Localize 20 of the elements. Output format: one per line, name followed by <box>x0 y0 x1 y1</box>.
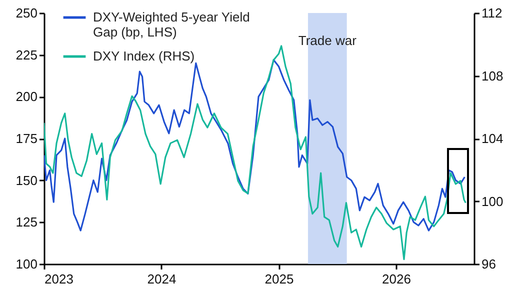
band-label: Trade war <box>298 33 358 48</box>
y2-tick-label: 104 <box>482 131 504 146</box>
y2-tick-label: 108 <box>482 68 504 84</box>
x-tick-label: 2025 <box>264 272 294 286</box>
x-tick-label: 2023 <box>44 272 74 286</box>
y-tick-label: 250 <box>16 6 38 20</box>
y-tick-label: 125 <box>16 214 38 230</box>
x-tick-label: 2026 <box>382 272 411 286</box>
legend-label: DXY Index (RHS) <box>93 48 195 64</box>
y2-tick-label: 96 <box>482 256 496 272</box>
y-tick-label: 175 <box>16 131 38 146</box>
line-series <box>44 45 466 260</box>
y-tick-label: 150 <box>16 172 38 188</box>
legend-label: DXY-Weighted 5-year Yield Gap (bp, LHS) <box>93 10 250 40</box>
y-tick-label: 200 <box>16 89 38 104</box>
x-tick-label: 2024 <box>147 272 176 286</box>
y2-tick-label: 100 <box>482 194 504 209</box>
y2-tick-label: 112 <box>482 6 502 20</box>
y-tick-label: 100 <box>16 256 38 272</box>
y-tick-label: 225 <box>16 47 38 62</box>
